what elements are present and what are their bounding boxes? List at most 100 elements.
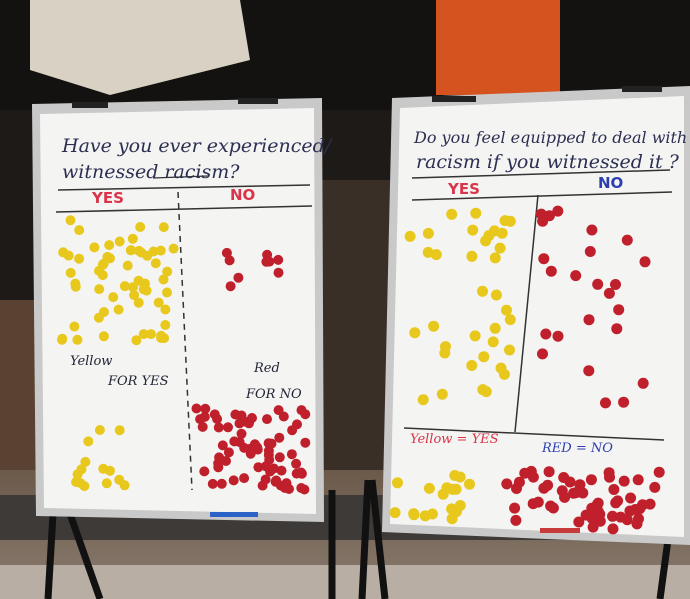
magnet-dot (229, 475, 239, 485)
magnet-dot (128, 234, 138, 244)
magnet-dot (622, 235, 633, 246)
magnet-dot (120, 480, 130, 490)
magnet-dot (418, 394, 429, 405)
magnet-dot (637, 499, 648, 510)
magnet-dot (70, 279, 80, 289)
magnet-dot (441, 482, 452, 493)
magnet-dot (405, 231, 416, 242)
magnet-dot (99, 307, 109, 317)
magnet-dot (608, 523, 619, 534)
magnet-dot (221, 456, 231, 466)
magnet-dot (89, 242, 99, 252)
magnet-dot (593, 506, 604, 517)
magnet-dot (247, 413, 257, 423)
question-line: Have you ever experienced/ (61, 135, 333, 157)
magnet-dot (74, 225, 84, 235)
question-line: Do you feel equipped to deal with (413, 128, 687, 147)
magnet-dot (134, 246, 144, 256)
magnet-dot (504, 345, 515, 356)
magnet-dot (261, 257, 271, 267)
magnet-dot (428, 321, 439, 332)
legend-text: Yellow (70, 354, 112, 369)
magnet-dot (105, 466, 115, 476)
magnet-dot (481, 386, 492, 397)
legend-text: FOR NO (245, 387, 302, 402)
magnet-dot (192, 404, 202, 414)
magnet-dot (66, 215, 76, 225)
magnet-dot (275, 452, 285, 462)
magnet-dot (619, 476, 630, 487)
magnet-dot (287, 425, 297, 435)
magnet-dot (490, 252, 501, 263)
magnet-dot (537, 348, 548, 359)
magnet-dot (409, 327, 420, 338)
magnet-dot (633, 474, 644, 485)
magnet-dot (77, 464, 87, 474)
magnet-dot (239, 443, 249, 453)
magnet-dot (409, 509, 420, 520)
magnet-dot (94, 284, 104, 294)
magnet-dot (488, 336, 499, 347)
magnet-dot (538, 253, 549, 264)
magnet-dot (131, 335, 141, 345)
magnet-dot (279, 412, 289, 422)
magnet-dot (510, 515, 521, 526)
magnet-dot (583, 365, 594, 376)
magnet-dot (156, 333, 166, 343)
magnet-dot (533, 497, 544, 508)
magnet-dot (610, 279, 621, 290)
magnet-dot (511, 483, 522, 494)
magnet-dot (439, 348, 450, 359)
magnet-dot (654, 467, 665, 478)
magnet-dot (600, 397, 611, 408)
magnet-dot (501, 305, 512, 316)
magnet-dot (273, 255, 283, 265)
magnet-dot (102, 478, 112, 488)
magnet-dot (214, 423, 224, 433)
magnet-dot (115, 237, 125, 247)
magnet-dot (233, 273, 243, 283)
magnet-dot (261, 461, 271, 471)
photo: Have you ever experienced/ witnessed rac… (0, 0, 690, 599)
magnet-dot (135, 222, 145, 232)
magnet-dot (618, 397, 629, 408)
magnet-dot (222, 248, 232, 258)
magnet-dot (229, 436, 239, 446)
magnet-dot (586, 225, 597, 236)
magnet-dot (464, 479, 475, 490)
magnet-dot (573, 517, 584, 528)
magnet-dot (74, 254, 84, 264)
magnet-dot (223, 422, 233, 432)
magnet-dot (548, 503, 559, 514)
magnet-dot (274, 268, 284, 278)
magnet-dot (390, 507, 401, 518)
column-header: YES (91, 189, 124, 207)
magnet-dot (108, 292, 118, 302)
magnet-dot (154, 298, 164, 308)
magnet-dot (611, 323, 622, 334)
magnet-dot (625, 493, 636, 504)
magnet-dot (114, 305, 124, 315)
magnet-dot (437, 389, 448, 400)
magnet-dot (156, 246, 166, 256)
magnet-dot (495, 243, 506, 254)
magnet-dot (612, 495, 623, 506)
magnet-dot (218, 440, 228, 450)
magnet-dot (162, 288, 172, 298)
magnet-dot (570, 270, 581, 281)
magnet-dot (102, 252, 112, 262)
magnet-dot (235, 418, 245, 428)
magnet-dot (271, 476, 281, 486)
magnet-dot (571, 487, 582, 498)
magnet-dot (57, 334, 67, 344)
magnet-dot (640, 256, 651, 267)
magnet-dot (489, 225, 500, 236)
magnet-dot (284, 484, 294, 494)
magnet-dot (615, 512, 626, 523)
column-header: NO (230, 186, 255, 204)
column-header: NO (598, 174, 623, 192)
magnet-dot (162, 267, 172, 277)
magnet-dot (565, 477, 576, 488)
magnet-dot (477, 286, 488, 297)
question-line: witnessed racism? (62, 161, 240, 183)
